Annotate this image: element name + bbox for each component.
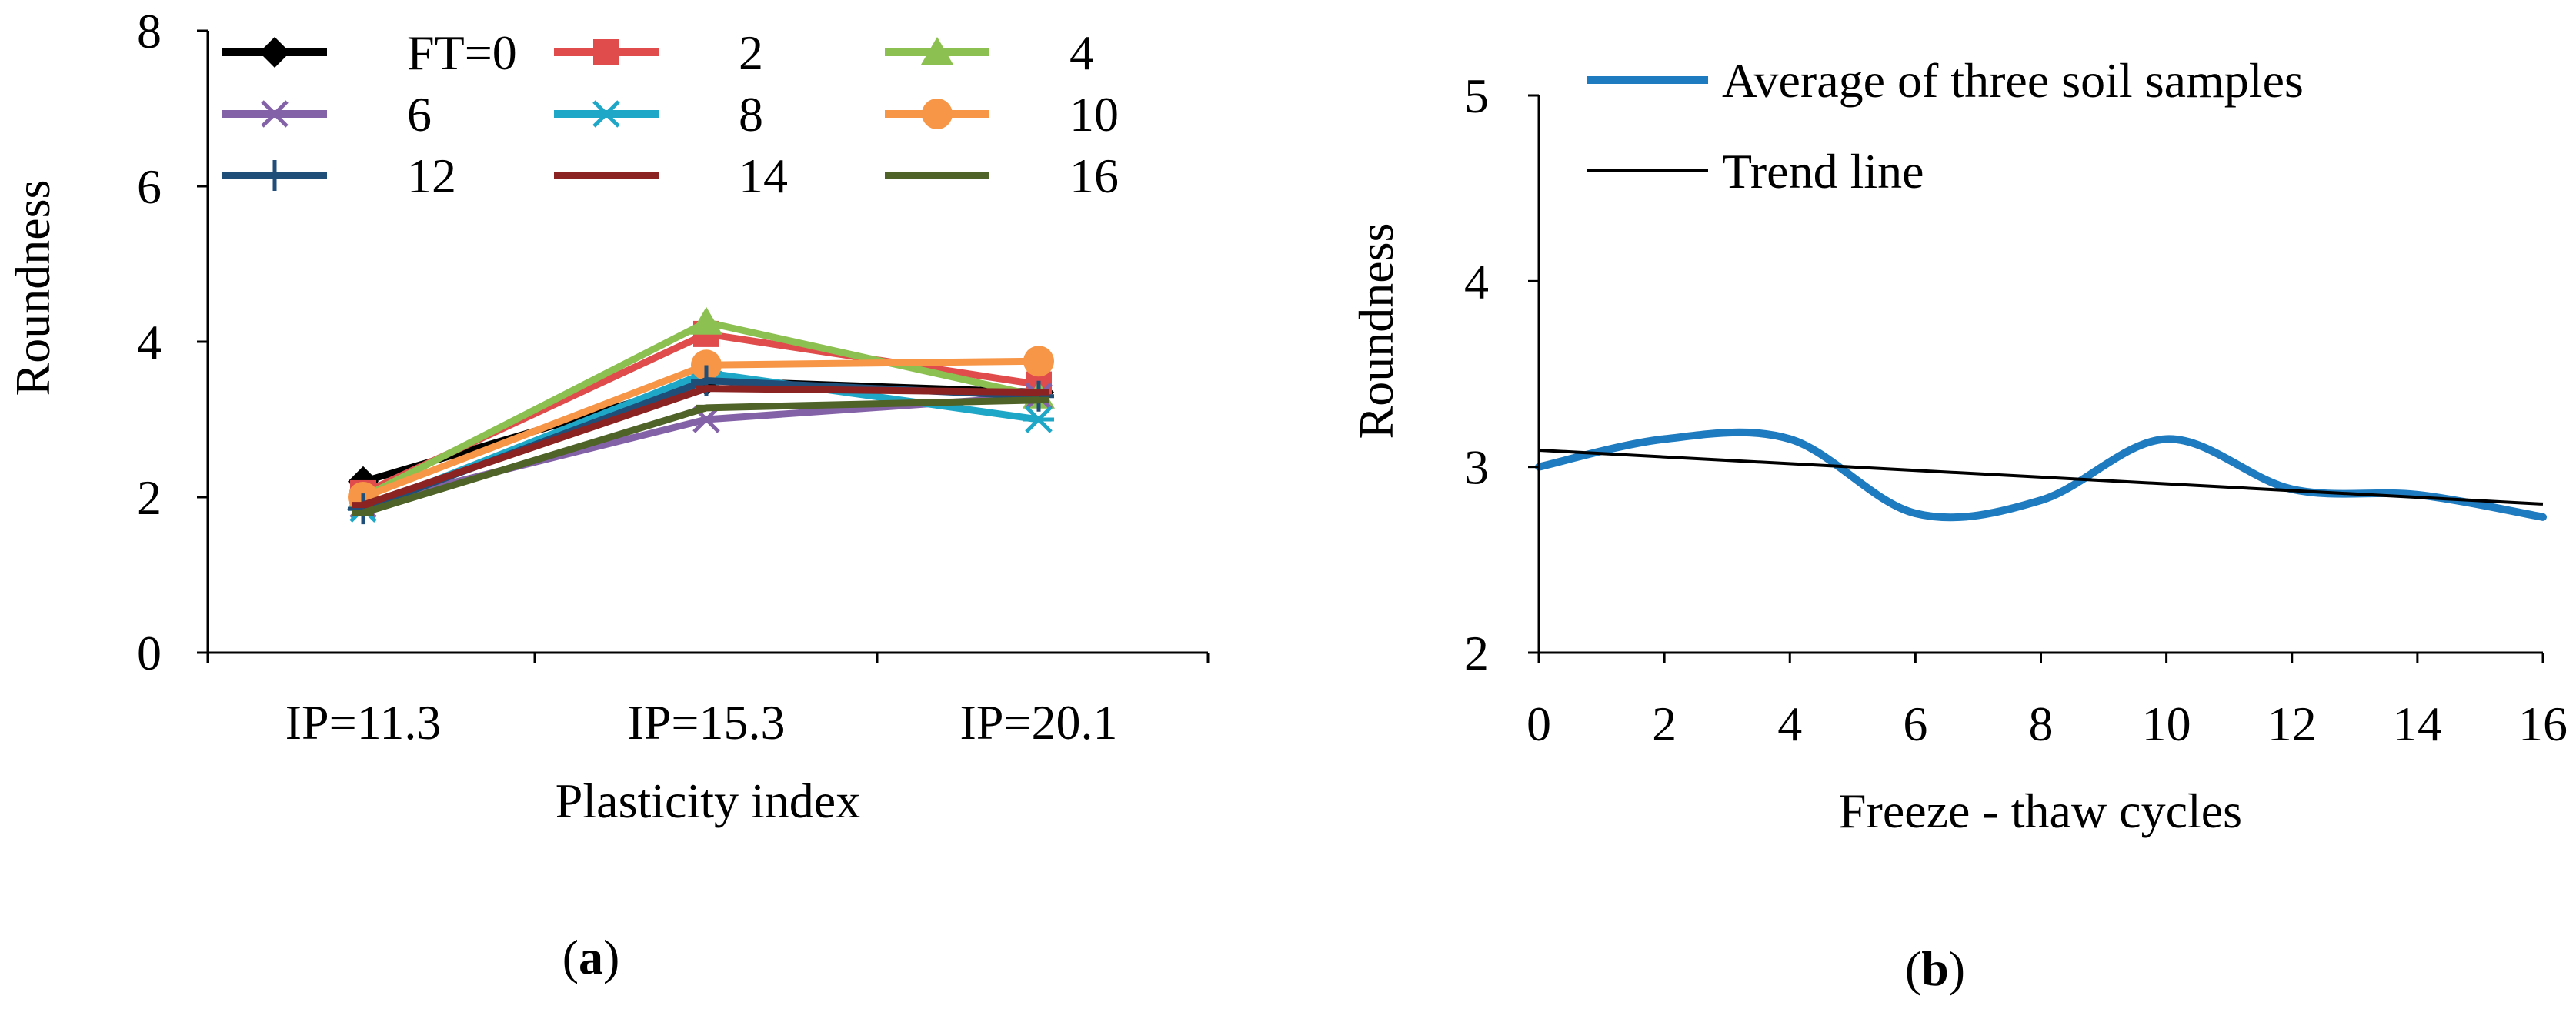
panel-a-data-point: [1023, 380, 1054, 412]
panel-a-series-group: [347, 306, 1055, 525]
panel-b-y-tick-label: 4: [1464, 254, 1489, 309]
panel-a-data-point: [352, 510, 374, 516]
panel-a-legend-label: 14: [739, 149, 788, 203]
panel-a-legend-marker: [591, 100, 622, 128]
panel-a-legend-item: 8: [554, 87, 763, 142]
panel-a-legend-marker: [922, 99, 953, 129]
panel-a-data-point: [1028, 389, 1049, 396]
panel-a-y-tick-label: 2: [137, 470, 162, 525]
panel-b-x-tick-label: 8: [2029, 697, 2054, 751]
panel-a-data-point: [690, 306, 722, 335]
panel-a-legend-item: 14: [554, 149, 788, 203]
panel-b-x-tick-label: 14: [2393, 697, 2442, 751]
panel-b-x-tick-label: 10: [2142, 697, 2191, 751]
panel-a-y-tick-label: 6: [137, 159, 162, 214]
panel-a-legend-item: 6: [222, 87, 432, 142]
panel-a-legend-label: 8: [739, 87, 763, 142]
panel-b-x-axis-label: Freeze - thaw cycles: [1839, 783, 2242, 838]
panel-b-trend-line: [1538, 448, 2544, 506]
panel-a-legend-label: 2: [739, 25, 763, 80]
panel-a-y-ticks: 0 2 4 6 8: [137, 4, 208, 680]
panel-a-data-point: [1028, 396, 1049, 403]
panel-a-legend: FT=0 2 4 6 8 10 12 14 16: [222, 25, 1119, 203]
panel-b-caption-letter: b: [1921, 941, 1949, 996]
panel-b-caption-open: (: [1905, 941, 1921, 996]
panel-b-y-tick-label: 3: [1464, 440, 1489, 495]
panel-b-x-ticks: 0 2 4 6 8 10 12 14 16: [1527, 653, 2568, 751]
panel-a-y-tick-label: 4: [137, 315, 162, 369]
panel-a-chart: 0 2 4 6 8 IP=11.3 IP=15.3 IP=20.1 Plasticity i…: [5, 4, 1210, 984]
panel-a-legend-label: FT=0: [407, 25, 517, 80]
panel-a-legend-item: 16: [885, 149, 1119, 203]
panel-a-legend-item: 2: [554, 25, 763, 80]
panel-b-caption-close: ): [1949, 941, 1965, 996]
panel-a-legend-marker: [596, 172, 617, 179]
panel-b-y-tick-label: 2: [1464, 626, 1489, 680]
panel-a-legend-label: 4: [1069, 25, 1094, 80]
panel-b-x-tick-label: 2: [1652, 697, 1677, 751]
panel-a-data-point: [696, 404, 717, 411]
panel-a-x-tick-label: IP=11.3: [285, 695, 442, 750]
panel-a-x-tick-label: IP=15.3: [628, 695, 786, 750]
panel-b-x-tick-label: 4: [1777, 697, 1802, 751]
panel-a-legend-marker: [926, 172, 948, 179]
panel-b-average-line: [1535, 428, 2547, 522]
panel-a-legend-marker: [259, 37, 290, 68]
panel-b-legend: Average of three soil samples Trend line: [1587, 53, 2304, 199]
panel-b-y-axis-label: Roundness: [1349, 223, 1403, 439]
panel-a-data-point: [352, 502, 374, 509]
panel-a-legend-item: 10: [885, 87, 1119, 142]
panel-a-data-point: [1023, 346, 1054, 377]
panel-a-legend-item: 4: [885, 25, 1094, 80]
panel-a-x-ticks: IP=11.3 IP=15.3 IP=20.1: [206, 653, 1210, 750]
panel-a-series-ft-14: [352, 385, 1049, 509]
panel-a-caption: (a): [562, 930, 620, 984]
panel-a-legend-item: 12: [222, 149, 456, 203]
panel-a-y-tick-label: 8: [137, 4, 162, 58]
panel-a-data-point: [691, 349, 722, 381]
panel-a-legend-label: 6: [407, 87, 432, 142]
panel-a-data-point: [696, 385, 717, 392]
panel-a-series-ft-16: [352, 396, 1049, 516]
panel-a-x-axis-label: Plasticity index: [556, 773, 860, 828]
panel-a-legend-label: 10: [1069, 87, 1119, 142]
panel-a-y-tick-label: 0: [137, 626, 162, 680]
panel-a-caption-letter: a: [579, 930, 603, 984]
panel-a-legend-marker: [921, 37, 953, 65]
panel-b-legend-item-average: Average of three soil samples: [1587, 53, 2304, 108]
panel-a-legend-marker: [259, 160, 290, 191]
panel-a-caption-close: ): [603, 930, 619, 984]
panel-a-caption-open: (: [562, 930, 579, 984]
panel-a-legend-marker: [593, 39, 619, 65]
panel-b-x-tick-label: 0: [1527, 697, 1551, 751]
panel-a-y-axis-label: Roundness: [5, 180, 60, 396]
panel-a-data-point: [1023, 406, 1054, 433]
panel-a-legend-item: FT=0: [222, 25, 517, 80]
panel-b-legend-label: Average of three soil samples: [1722, 53, 2304, 108]
panel-b-y-ticks: 2 3 4 5: [1464, 68, 1539, 680]
panel-b-legend-label: Trend line: [1722, 144, 1924, 199]
panel-b-caption: (b): [1905, 941, 1965, 996]
panel-b-x-tick-label: 12: [2267, 697, 2317, 751]
panel-b-legend-item-trend: Trend line: [1587, 144, 1924, 199]
panel-a-legend-label: 12: [407, 149, 456, 203]
panel-b-x-tick-label: 6: [1903, 697, 1927, 751]
panel-b-x-tick-label: 16: [2518, 697, 2568, 751]
panel-a-legend-label: 16: [1069, 149, 1119, 203]
panel-b-series-group: [1535, 428, 2547, 522]
panel-a-x-tick-label: IP=20.1: [960, 695, 1118, 750]
panel-b-y-tick-label: 5: [1464, 68, 1489, 123]
panel-a-legend-marker: [261, 100, 289, 128]
